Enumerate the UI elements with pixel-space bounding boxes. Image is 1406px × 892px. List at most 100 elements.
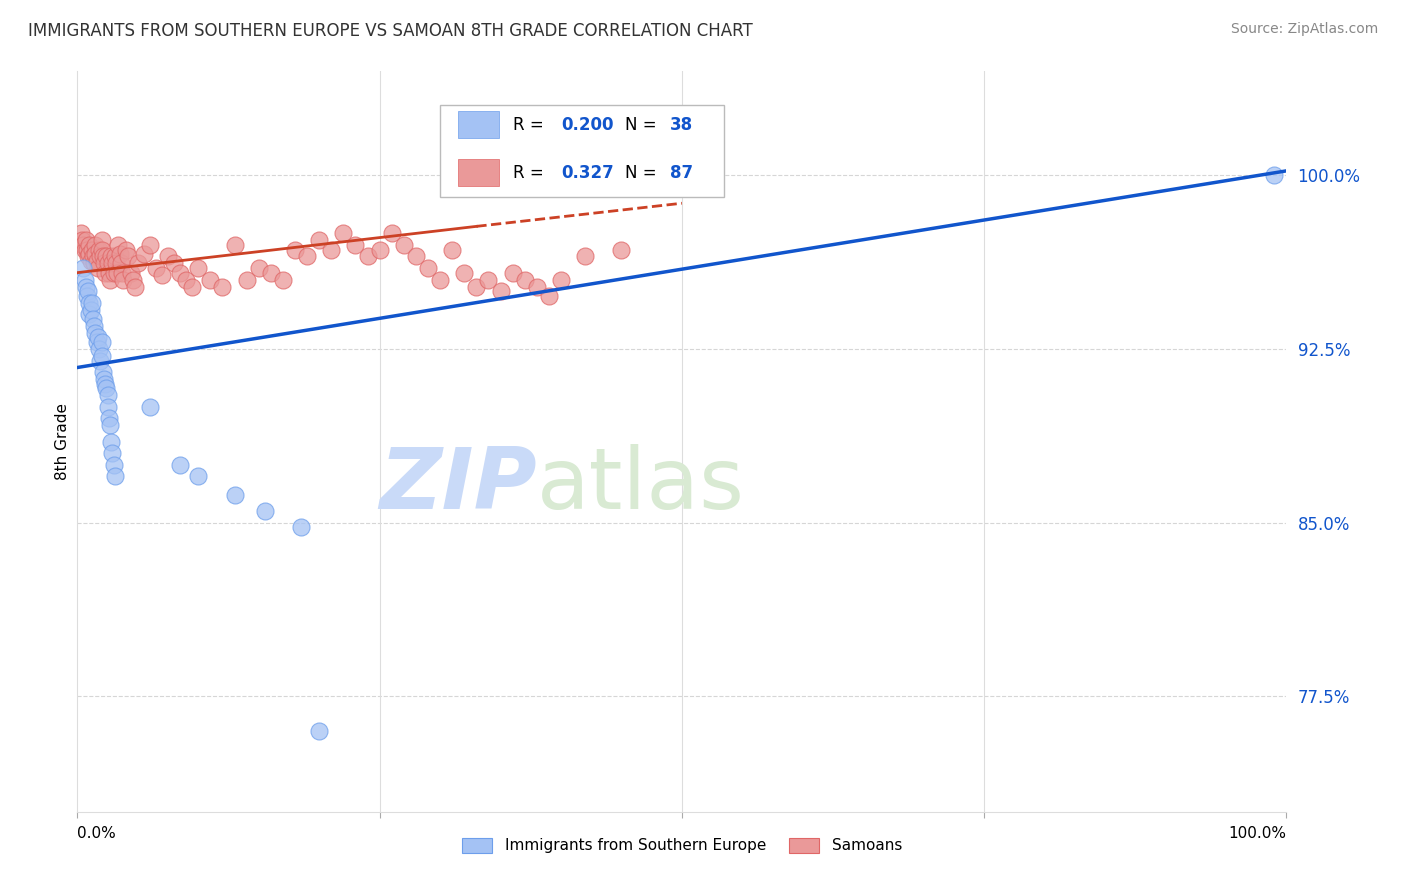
Point bbox=[79, 247, 101, 261]
Point bbox=[526, 279, 548, 293]
Point bbox=[550, 272, 572, 286]
Point bbox=[441, 243, 464, 257]
Point bbox=[112, 272, 135, 286]
Point bbox=[117, 250, 139, 264]
Point bbox=[101, 446, 124, 460]
FancyBboxPatch shape bbox=[440, 104, 724, 197]
Point bbox=[100, 250, 122, 264]
Point bbox=[105, 256, 128, 270]
Point bbox=[235, 272, 257, 286]
Point bbox=[90, 233, 112, 247]
Point bbox=[77, 250, 100, 264]
Point bbox=[94, 266, 117, 280]
Text: ZIP: ZIP bbox=[380, 444, 537, 527]
Point bbox=[169, 266, 191, 280]
Point bbox=[405, 250, 427, 264]
Point bbox=[96, 388, 118, 402]
Text: 0.200: 0.200 bbox=[561, 116, 613, 134]
FancyBboxPatch shape bbox=[458, 112, 499, 138]
Text: 0.0%: 0.0% bbox=[77, 826, 117, 840]
Point bbox=[82, 250, 104, 264]
Point bbox=[90, 243, 112, 257]
Point bbox=[96, 250, 118, 264]
Point bbox=[610, 243, 633, 257]
Point bbox=[513, 272, 536, 286]
Point bbox=[150, 268, 173, 282]
Point bbox=[392, 238, 415, 252]
Point bbox=[127, 256, 149, 270]
Point bbox=[87, 260, 110, 275]
Point bbox=[187, 260, 209, 275]
Point bbox=[453, 266, 475, 280]
Point bbox=[290, 520, 312, 534]
Point bbox=[139, 400, 162, 414]
Point bbox=[98, 272, 121, 286]
Point bbox=[308, 233, 330, 247]
Text: 0.327: 0.327 bbox=[561, 164, 614, 182]
Point bbox=[75, 233, 97, 247]
Point bbox=[84, 247, 107, 261]
Point bbox=[101, 256, 124, 270]
Point bbox=[174, 272, 197, 286]
Point bbox=[83, 318, 105, 333]
Point bbox=[502, 266, 524, 280]
Point bbox=[429, 272, 451, 286]
Legend: Immigrants from Southern Europe, Samoans: Immigrants from Southern Europe, Samoans bbox=[456, 831, 908, 860]
Point bbox=[247, 260, 270, 275]
FancyBboxPatch shape bbox=[458, 160, 499, 186]
Point bbox=[120, 266, 142, 280]
Point bbox=[84, 238, 107, 252]
Point bbox=[80, 243, 103, 257]
Point bbox=[260, 266, 283, 280]
Point bbox=[332, 227, 354, 241]
Point bbox=[80, 295, 103, 310]
Point bbox=[344, 238, 367, 252]
Point bbox=[308, 723, 330, 738]
Point bbox=[72, 260, 94, 275]
Text: 100.0%: 100.0% bbox=[1229, 826, 1286, 840]
Point bbox=[181, 279, 204, 293]
Point bbox=[163, 256, 186, 270]
Point bbox=[200, 272, 222, 286]
Point bbox=[96, 381, 118, 395]
Text: IMMIGRANTS FROM SOUTHERN EUROPE VS SAMOAN 8TH GRADE CORRELATION CHART: IMMIGRANTS FROM SOUTHERN EUROPE VS SAMOA… bbox=[28, 22, 752, 40]
Point bbox=[284, 243, 307, 257]
Point bbox=[91, 250, 114, 264]
Point bbox=[90, 334, 112, 349]
Point bbox=[96, 400, 118, 414]
Point bbox=[94, 376, 117, 391]
Point bbox=[574, 250, 596, 264]
Point bbox=[96, 256, 118, 270]
Point bbox=[70, 227, 93, 241]
Point bbox=[368, 243, 391, 257]
Point bbox=[87, 330, 110, 344]
Point bbox=[98, 418, 121, 433]
Point bbox=[169, 458, 191, 472]
Point bbox=[157, 250, 180, 264]
Point bbox=[72, 238, 94, 252]
Point bbox=[76, 243, 98, 257]
Text: N =: N = bbox=[626, 116, 662, 134]
Point bbox=[107, 238, 129, 252]
Text: N =: N = bbox=[626, 164, 662, 182]
Point bbox=[82, 312, 104, 326]
Text: Source: ZipAtlas.com: Source: ZipAtlas.com bbox=[1230, 22, 1378, 37]
Text: R =: R = bbox=[513, 164, 548, 182]
Point bbox=[79, 238, 101, 252]
Point bbox=[84, 326, 107, 340]
Text: R =: R = bbox=[513, 116, 548, 134]
Point bbox=[122, 272, 145, 286]
Point bbox=[73, 272, 96, 286]
Point bbox=[105, 266, 128, 280]
Point bbox=[465, 279, 488, 293]
Point bbox=[93, 256, 115, 270]
Point bbox=[489, 284, 512, 298]
Point bbox=[97, 266, 120, 280]
Point bbox=[110, 256, 132, 270]
Text: 87: 87 bbox=[669, 164, 693, 182]
Point bbox=[253, 504, 276, 518]
Point bbox=[356, 250, 378, 264]
Point bbox=[477, 272, 499, 286]
Y-axis label: 8th Grade: 8th Grade bbox=[55, 403, 70, 480]
Point bbox=[86, 254, 108, 268]
